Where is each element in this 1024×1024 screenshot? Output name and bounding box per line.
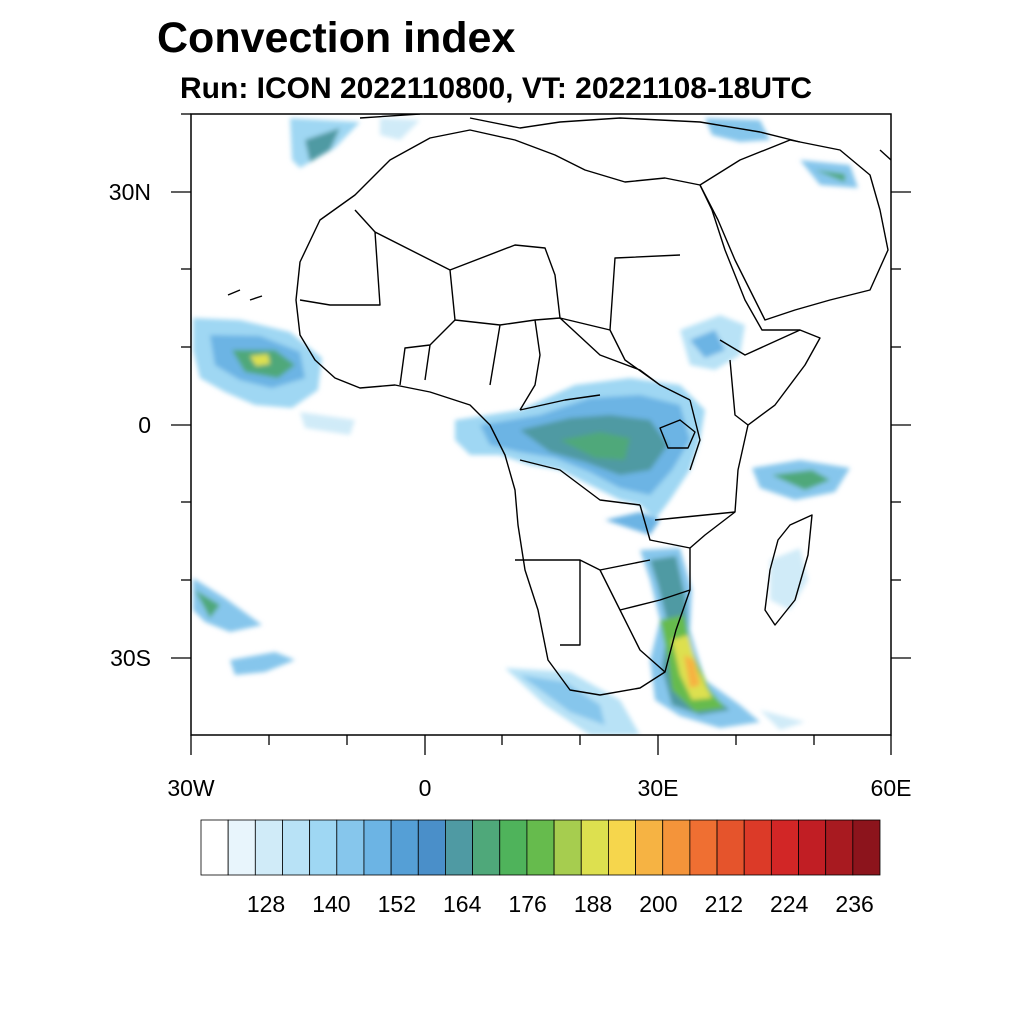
lat-label: 30N xyxy=(109,179,151,205)
colorbar-swatch xyxy=(716,819,745,876)
colorbar-swatch xyxy=(499,819,528,876)
colorbar-swatch xyxy=(580,819,609,876)
colorbar-label: 176 xyxy=(508,891,546,917)
colorbar-swatch xyxy=(390,819,419,876)
internal-borders xyxy=(299,209,801,673)
lat-label: 30S xyxy=(110,645,151,671)
colorbar-label: 152 xyxy=(378,891,416,917)
colorbar-label: 128 xyxy=(247,891,285,917)
map-subtitle: Run: ICON 2022110800, VT: 20221108-18UTC xyxy=(180,72,813,105)
colorbar-swatch xyxy=(770,819,799,876)
colorbar-label: 200 xyxy=(639,891,677,917)
lon-tick-labels: 30W 0 30E 60E xyxy=(167,775,911,801)
lon-label: 0 xyxy=(419,775,432,801)
arabia-coastline xyxy=(699,139,889,321)
colorbar-swatch xyxy=(798,819,827,876)
colorbar-label: 164 xyxy=(443,891,482,917)
colorbar-swatch xyxy=(309,819,338,876)
colorbar-label: 224 xyxy=(770,891,809,917)
map-title: Convection index xyxy=(157,14,516,62)
colorbar-swatch xyxy=(445,819,474,876)
colorbar-labels: 128 140 152 164 176 188 200 212 224 236 xyxy=(247,891,874,917)
lon-label: 30E xyxy=(638,775,679,801)
colorbar-swatch xyxy=(553,819,582,876)
lon-label: 60E xyxy=(871,775,912,801)
colorbar xyxy=(200,819,881,876)
colorbar-swatch xyxy=(662,819,691,876)
colorbar-swatch xyxy=(526,819,555,876)
lon-label: 30W xyxy=(167,775,215,801)
axis-ticks xyxy=(171,113,911,755)
lat-label: 0 xyxy=(138,412,151,438)
canary-islands xyxy=(227,289,263,301)
colorbar-swatch xyxy=(336,819,365,876)
colorbar-swatch xyxy=(472,819,501,876)
lat-tick-labels: 30N 0 30S xyxy=(109,179,151,671)
colorbar-swatch xyxy=(689,819,718,876)
convection-field xyxy=(193,118,858,735)
lake-victoria xyxy=(659,419,696,449)
colorbar-swatch xyxy=(254,819,283,876)
colorbar-swatch xyxy=(200,819,229,876)
colorbar-label: 236 xyxy=(835,891,873,917)
colorbar-swatch xyxy=(743,819,772,876)
colorbar-swatch xyxy=(282,819,311,876)
colorbar-swatch xyxy=(608,819,636,876)
colorbar-swatch xyxy=(825,819,854,876)
colorbar-label: 140 xyxy=(312,891,350,917)
africa-coastline xyxy=(295,129,821,696)
colorbar-swatch xyxy=(417,819,446,876)
colorbar-swatch xyxy=(363,819,392,876)
madagascar-coastline xyxy=(764,514,813,626)
country-boundaries xyxy=(227,114,891,696)
colorbar-label: 188 xyxy=(574,891,612,917)
colorbar-swatch xyxy=(227,819,256,876)
colorbar-swatch xyxy=(635,819,664,876)
colorbar-swatch xyxy=(852,819,881,876)
colorbar-label: 212 xyxy=(705,891,743,917)
